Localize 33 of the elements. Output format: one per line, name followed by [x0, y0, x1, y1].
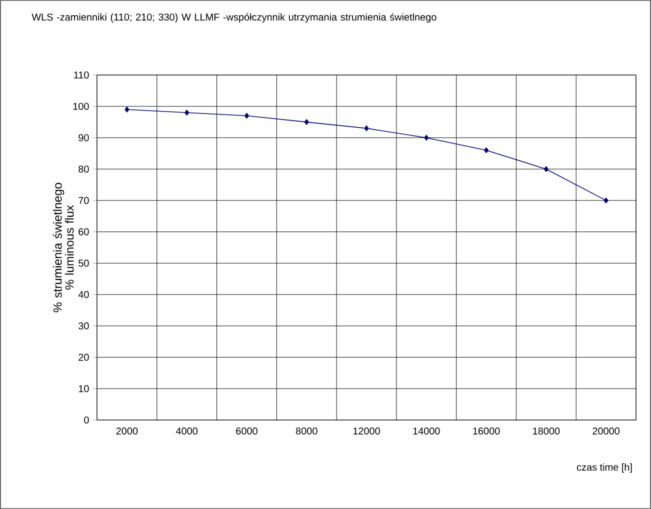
point [424, 134, 429, 141]
point [364, 125, 369, 132]
x-tick-label: 12000 [353, 428, 380, 435]
y-tick-label: 90 [78, 134, 89, 142]
y-tick-label: 60 [78, 228, 89, 236]
x-tick-label: 2000 [116, 428, 138, 435]
x-tick-label: 16000 [473, 428, 500, 435]
x-tick-label: 14000 [413, 428, 440, 435]
point [244, 112, 249, 119]
x-tick-label: 8000 [296, 428, 318, 435]
y-tick-label: 30 [78, 322, 89, 330]
y-tick-label: 70 [78, 196, 89, 204]
x-tick-label: 6000 [236, 428, 258, 435]
point [124, 106, 130, 112]
y-tick-label: 110 [74, 71, 89, 79]
x-tick-label: 4000 [176, 428, 198, 435]
point [304, 119, 309, 125]
y-tick-label: 50 [78, 260, 89, 267]
y-tick-label: 0 [84, 416, 89, 424]
x-tick-label: 18000 [533, 428, 560, 435]
x-tick-label: 20000 [592, 428, 620, 435]
point [184, 110, 190, 116]
chart-title: WLS -zamienniki (110; 210; 330) W LLMF -współczynnik utrzymania strumienia świetlnego [32, 13, 436, 23]
y-axis-title: % strumienia świetlnego % luminous flux [52, 182, 74, 312]
point [544, 166, 548, 172]
point [484, 147, 489, 154]
y-tick-label: 100 [73, 102, 89, 110]
x-axis-title: czas time [h] [576, 463, 632, 473]
y-tick-label: 80 [78, 166, 89, 173]
y-tick-label: 20 [78, 354, 89, 361]
y-tick-label: 10 [78, 385, 89, 392]
y-tick-label: 40 [78, 291, 89, 298]
point [604, 198, 608, 204]
